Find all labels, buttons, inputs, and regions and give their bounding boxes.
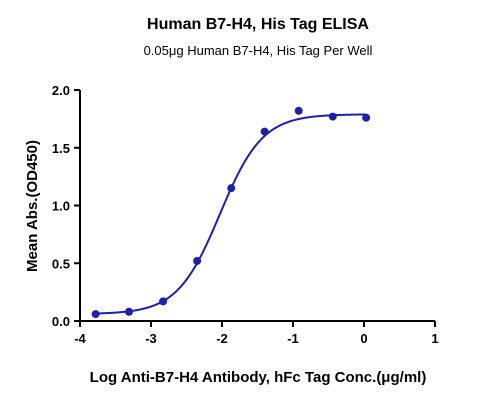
data-point xyxy=(91,310,100,319)
x-tick-label: -4 xyxy=(74,331,86,346)
data-points xyxy=(91,106,371,319)
y-tick-label: 0.5 xyxy=(52,256,70,271)
data-point xyxy=(294,106,303,115)
data-point xyxy=(260,127,269,136)
y-ticks: 0.0 0.5 1.0 1.5 2.0 xyxy=(52,83,80,329)
data-point xyxy=(227,184,236,193)
data-point xyxy=(124,307,133,316)
x-tick-label: 0 xyxy=(360,331,367,346)
fit-curve xyxy=(95,113,367,315)
data-point xyxy=(362,113,371,122)
x-tick-label: -1 xyxy=(287,331,299,346)
x-tick-label: 1 xyxy=(431,331,438,346)
x-ticks: -4 -3 -2 -1 0 1 xyxy=(74,321,439,346)
x-axis-label: Log Anti-B7-H4 Antibody, hFc Tag Conc.(μ… xyxy=(90,369,427,386)
y-tick-label: 1.0 xyxy=(52,199,70,214)
x-tick-label: -3 xyxy=(145,331,157,346)
axes xyxy=(79,90,435,322)
data-point xyxy=(159,297,168,306)
y-axis-label: Mean Abs.(OD450) xyxy=(24,140,41,272)
y-tick-label: 2.0 xyxy=(52,83,70,98)
data-point xyxy=(193,256,202,265)
data-point xyxy=(328,112,337,121)
chart-subtitle: 0.05μg Human B7-H4, His Tag Per Well xyxy=(144,43,373,58)
x-tick-label: -2 xyxy=(216,331,228,346)
y-tick-label: 0.0 xyxy=(52,314,70,329)
y-tick-label: 1.5 xyxy=(52,141,70,156)
chart-title: Human B7-H4, His Tag ELISA xyxy=(147,16,369,33)
